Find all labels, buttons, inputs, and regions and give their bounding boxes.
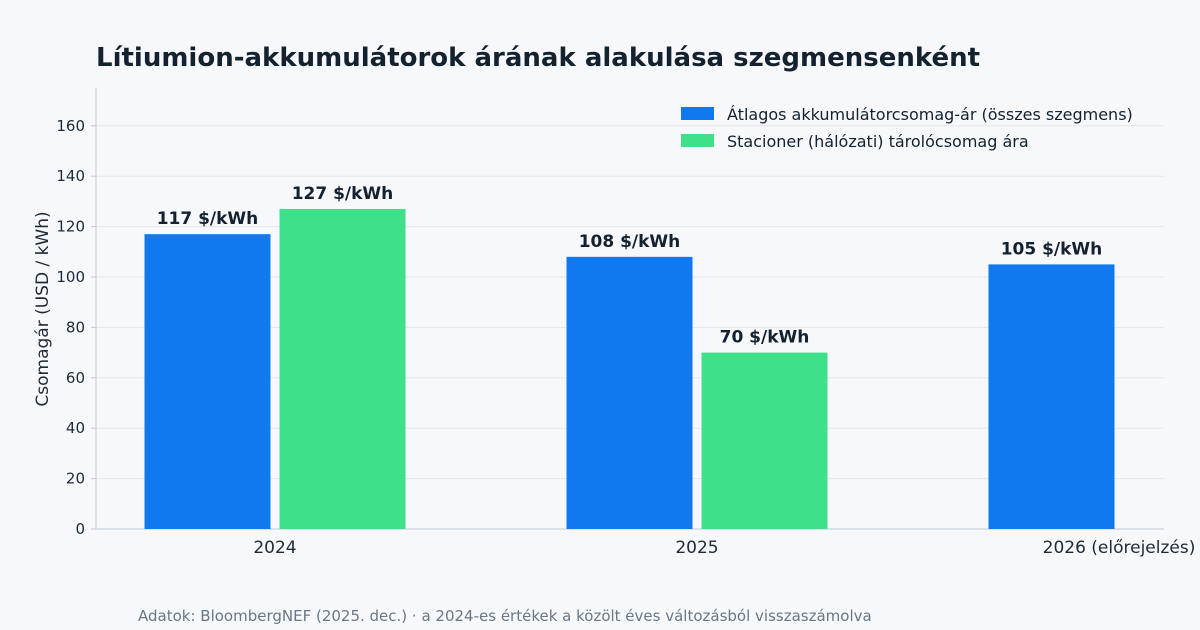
y-tick-label: 0 bbox=[75, 520, 85, 538]
legend-swatch bbox=[681, 134, 714, 147]
y-tick-label: 120 bbox=[56, 218, 85, 236]
legend: Átlagos akkumulátorcsomag-ár (összes sze… bbox=[681, 105, 1133, 151]
data-label: 108 $/kWh bbox=[579, 232, 681, 252]
legend-entry: Átlagos akkumulátorcsomag-ár (összes sze… bbox=[727, 105, 1133, 124]
x-tick-label: 2025 bbox=[675, 538, 718, 558]
y-tick-label: 80 bbox=[66, 318, 85, 336]
data-label: 117 $/kWh bbox=[157, 209, 259, 229]
y-tick-labels: 0 20 40 60 80 100 120 140 160 bbox=[56, 117, 85, 538]
legend-entry: Stacioner (hálózati) tárolócsomag ára bbox=[727, 132, 1029, 151]
legend-swatch bbox=[681, 107, 714, 120]
y-tick-label: 140 bbox=[56, 167, 85, 185]
bar-stationary-1 bbox=[701, 352, 828, 529]
chart-title: Lítiumion-akkumulátorok árának alakulása… bbox=[96, 43, 980, 73]
source-note: Adatok: BloombergNEF (2025. dec.) · a 20… bbox=[138, 607, 872, 625]
x-tick-label: 2026 (előrejelzés) bbox=[1043, 538, 1196, 558]
y-tick-label: 100 bbox=[56, 268, 85, 286]
data-labels: 117 $/kWh 127 $/kWh 108 $/kWh 70 $/kWh 105 $… bbox=[157, 184, 1103, 348]
y-tick-label: 160 bbox=[56, 117, 85, 135]
y-tick-label: 20 bbox=[66, 470, 85, 488]
bar-average-1 bbox=[566, 256, 693, 529]
y-tick-label: 60 bbox=[66, 369, 85, 387]
x-tick-labels: 2024 2025 2026 (előrejelzés) bbox=[253, 538, 1195, 558]
x-tick-label: 2024 bbox=[253, 538, 296, 558]
bar-average-2 bbox=[988, 264, 1115, 529]
data-label: 127 $/kWh bbox=[292, 184, 394, 204]
bar-average-0 bbox=[144, 234, 271, 529]
data-label: 70 $/kWh bbox=[720, 328, 810, 348]
y-axis-label: Csomagár (USD / kWh) bbox=[33, 211, 53, 406]
data-label: 105 $/kWh bbox=[1001, 239, 1103, 259]
y-tick-label: 40 bbox=[66, 419, 85, 437]
bars bbox=[144, 208, 1115, 529]
bar-stationary-0 bbox=[279, 208, 406, 529]
